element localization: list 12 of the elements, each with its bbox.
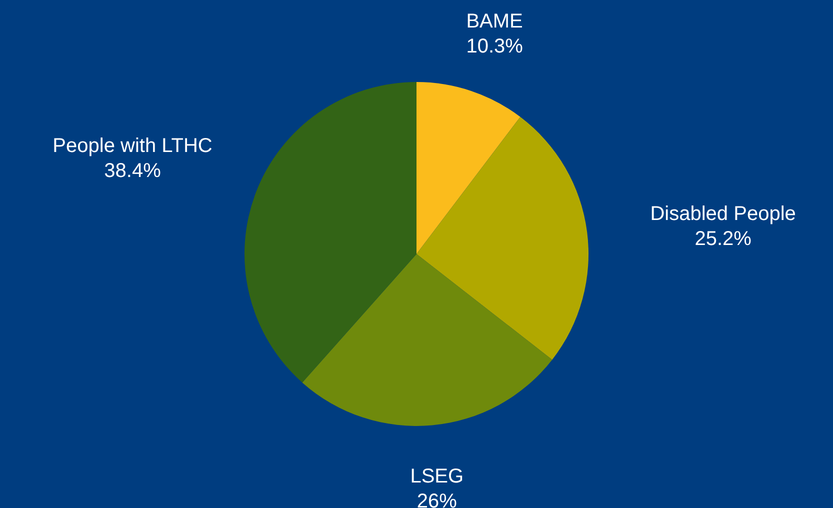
slice-label: People with LTHC	[52, 135, 212, 158]
data-label: 10.3%	[466, 36, 524, 58]
data-label: 38.4%	[104, 160, 162, 182]
pie-slice	[416, 116, 588, 360]
pie-slice	[244, 82, 416, 383]
slice-label: BAME	[466, 10, 523, 33]
data-label: 25.2%	[694, 228, 752, 250]
pie-slice	[416, 82, 520, 254]
data-label: 26%	[416, 490, 458, 508]
slice-label: Disabled People	[650, 202, 796, 225]
pie-slice	[302, 254, 552, 426]
slice-label: LSEG	[410, 466, 464, 488]
